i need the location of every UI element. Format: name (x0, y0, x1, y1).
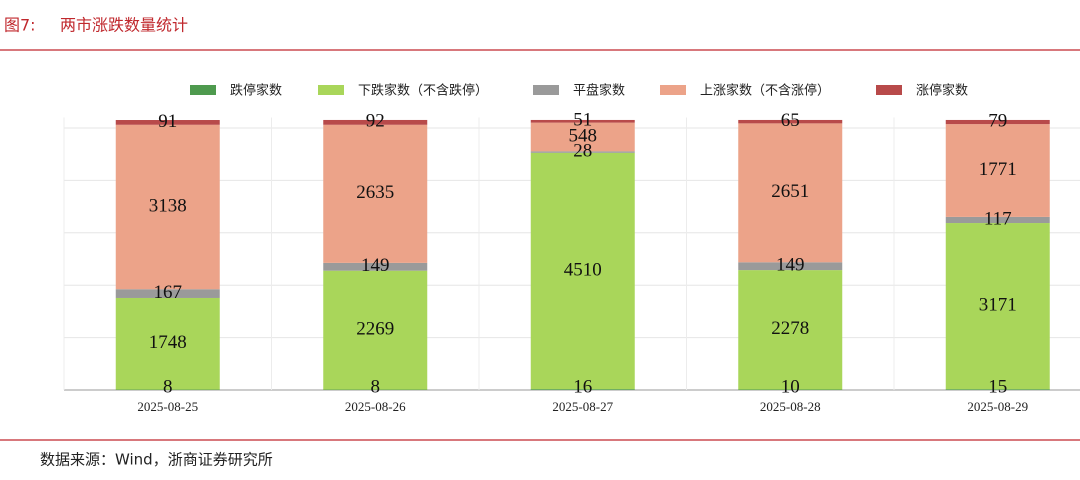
legend-label: 平盘家数 (573, 83, 625, 99)
bar-segment (530, 389, 635, 390)
bar-segment (323, 119, 428, 125)
bar-segment (530, 119, 635, 123)
legend-swatch (876, 85, 902, 95)
x-tick-label: 2025-08-27 (552, 399, 613, 414)
x-tick-label: 2025-08-29 (967, 399, 1028, 414)
bar-segment (945, 216, 1050, 224)
bar-segment (945, 124, 1050, 217)
data-label: 2635 (356, 182, 394, 203)
data-label: 4510 (564, 259, 602, 280)
legend-swatch (533, 85, 559, 95)
data-label: 15 (988, 376, 1007, 397)
figure-label: 图7: (4, 16, 36, 35)
bar-segment (530, 151, 635, 153)
legend-swatch (660, 85, 686, 95)
data-label: 92 (366, 111, 385, 132)
bar-segment (738, 270, 843, 390)
source: 数据来源：Wind，浙商证券研究所 (40, 451, 273, 469)
data-label: 8 (163, 376, 173, 397)
data-label: 16 (573, 376, 592, 397)
data-label: 65 (781, 110, 800, 131)
data-label: 2269 (356, 318, 394, 339)
data-label: 548 (569, 125, 598, 146)
data-label: 1748 (149, 332, 187, 353)
bar-segment (323, 270, 428, 390)
bar-segment (530, 152, 635, 390)
bar-segment (738, 119, 843, 124)
data-label: 3171 (979, 294, 1017, 315)
bar-segment (530, 122, 635, 152)
x-tick-label: 2025-08-28 (760, 399, 821, 414)
bar-segment (323, 124, 428, 263)
data-label: 79 (988, 110, 1007, 131)
data-label: 2278 (771, 318, 809, 339)
bar-segment (945, 223, 1050, 390)
legend-label: 涨停家数 (916, 83, 968, 99)
data-label: 51 (573, 110, 592, 131)
data-label: 167 (154, 282, 183, 303)
data-label: 28 (573, 140, 592, 161)
bar-segment (945, 119, 1050, 125)
data-label: 3138 (149, 195, 187, 216)
legend-label: 下跌家数（不含跌停） (358, 83, 488, 99)
x-tick-label: 2025-08-25 (137, 399, 198, 414)
bar-segment (115, 124, 220, 290)
bar-segment (115, 120, 220, 125)
legend-swatch (318, 85, 344, 95)
bar-segment (738, 262, 843, 271)
legend-label: 跌停家数 (230, 83, 282, 99)
bar-segment (738, 123, 843, 263)
legend-label: 上涨家数（不含涨停） (700, 83, 830, 99)
bar-segment (738, 389, 843, 390)
x-tick-label: 2025-08-26 (345, 399, 406, 414)
data-label: 149 (776, 255, 805, 276)
data-label: 91 (158, 111, 177, 132)
bar-segment (323, 262, 428, 271)
data-label: 10 (781, 376, 800, 397)
data-label: 1771 (979, 159, 1017, 180)
bar-segment (115, 297, 220, 390)
bar-segment (115, 289, 220, 298)
data-label: 8 (371, 376, 381, 397)
bar-segment (945, 389, 1050, 390)
data-label: 117 (984, 208, 1012, 229)
chart-title: 两市涨跌数量统计 (60, 16, 188, 35)
data-label: 2651 (771, 181, 809, 202)
legend-swatch (190, 85, 216, 95)
data-label: 149 (361, 255, 390, 276)
